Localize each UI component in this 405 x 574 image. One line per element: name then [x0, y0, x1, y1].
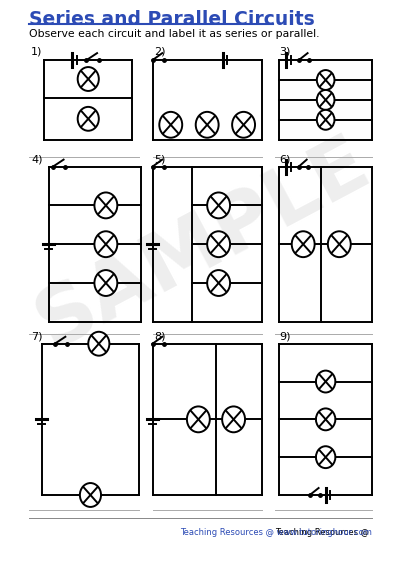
- Circle shape: [207, 192, 230, 218]
- Circle shape: [187, 406, 210, 432]
- Circle shape: [316, 446, 335, 468]
- Text: 6): 6): [279, 154, 291, 165]
- Text: SAMPLE: SAMPLE: [23, 124, 382, 364]
- Circle shape: [316, 371, 335, 393]
- Circle shape: [78, 67, 99, 91]
- Text: 4): 4): [31, 154, 43, 165]
- Circle shape: [207, 270, 230, 296]
- Text: 3): 3): [279, 46, 291, 56]
- Circle shape: [317, 110, 335, 130]
- Text: 2): 2): [154, 46, 166, 56]
- Circle shape: [222, 406, 245, 432]
- Text: 8): 8): [154, 332, 166, 342]
- Circle shape: [316, 409, 335, 430]
- Text: 1): 1): [31, 46, 43, 56]
- Text: 5): 5): [154, 154, 166, 165]
- Text: Observe each circuit and label it as series or parallel.: Observe each circuit and label it as ser…: [29, 29, 320, 39]
- Circle shape: [317, 90, 335, 110]
- Circle shape: [317, 70, 335, 90]
- Text: 9): 9): [279, 332, 291, 342]
- Circle shape: [328, 231, 351, 257]
- Circle shape: [196, 112, 219, 138]
- Circle shape: [292, 231, 315, 257]
- Circle shape: [94, 192, 117, 218]
- Circle shape: [80, 483, 101, 507]
- Circle shape: [232, 112, 255, 138]
- Text: Teaching Resources @ www.tutoringhour.com: Teaching Resources @ www.tutoringhour.co…: [180, 528, 372, 537]
- Circle shape: [94, 270, 117, 296]
- Circle shape: [78, 107, 99, 131]
- Circle shape: [88, 332, 109, 356]
- Text: 7): 7): [31, 332, 43, 342]
- Circle shape: [207, 231, 230, 257]
- Circle shape: [159, 112, 182, 138]
- Circle shape: [94, 231, 117, 257]
- Text: Teaching Resources @: Teaching Resources @: [275, 528, 372, 537]
- Text: Series and Parallel Circuits: Series and Parallel Circuits: [29, 10, 315, 29]
